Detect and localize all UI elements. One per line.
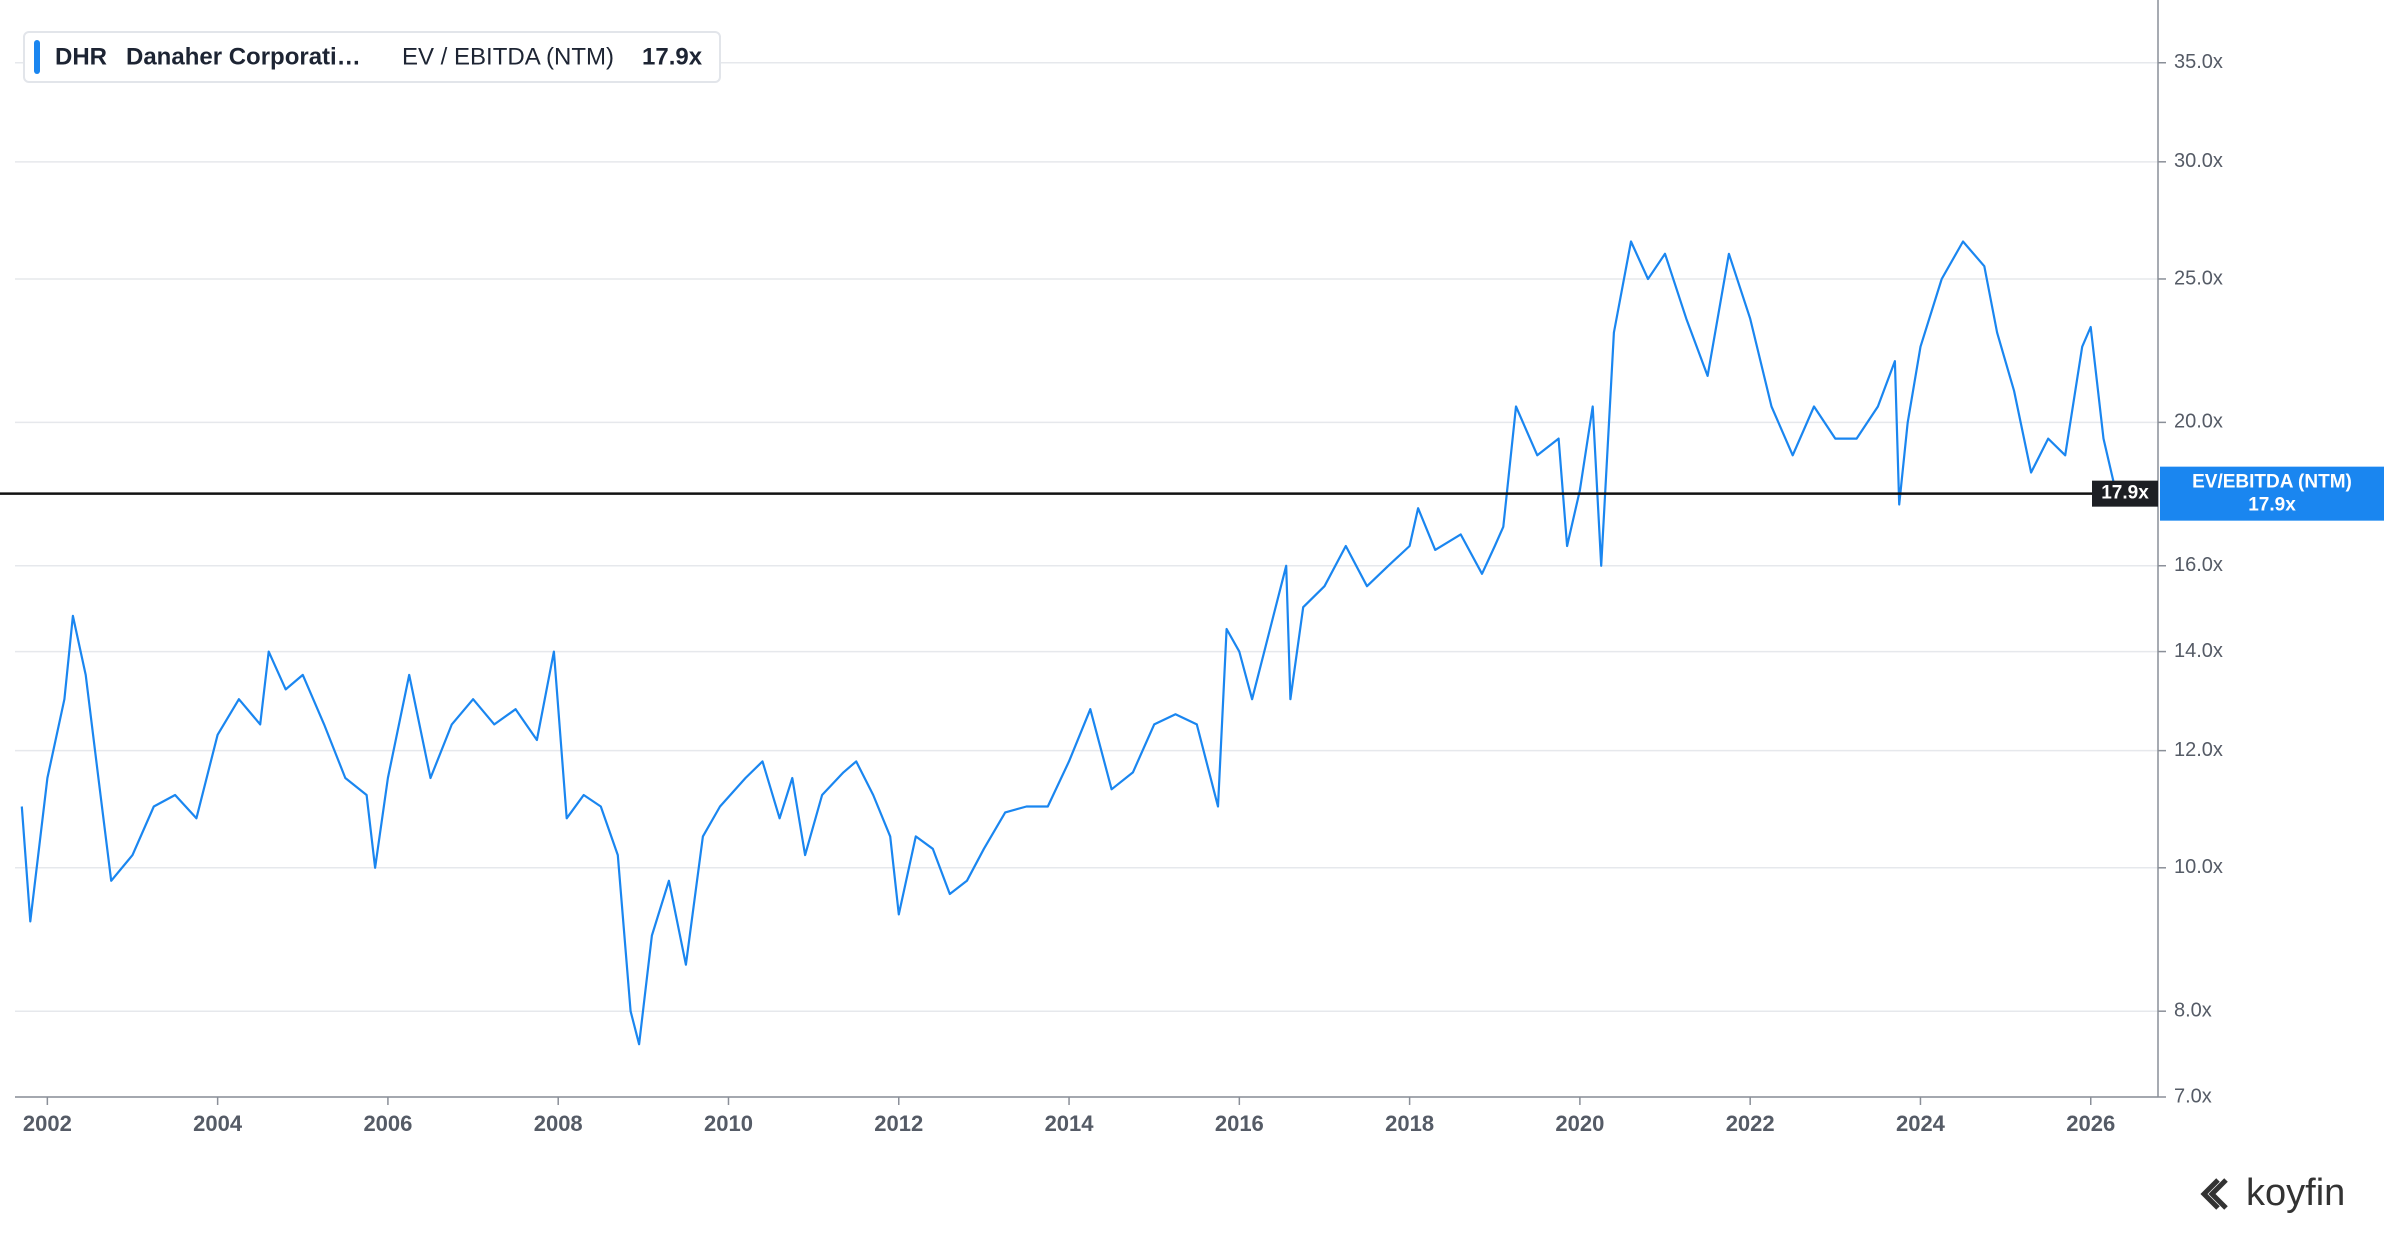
watermark-icon xyxy=(2200,1178,2228,1210)
y-tick-label: 10.0x xyxy=(2174,856,2223,878)
y-tick-label: 16.0x xyxy=(2174,554,2223,576)
value-badge xyxy=(2160,466,2384,521)
x-tick-label: 2016 xyxy=(1215,1111,1264,1136)
legend-series: EV / EBITDA (NTM) xyxy=(402,43,614,70)
series-line xyxy=(20,240,2118,1046)
x-tick-label: 2002 xyxy=(23,1111,72,1136)
y-tick-label: 30.0x xyxy=(2174,150,2223,172)
y-tick-label: 25.0x xyxy=(2174,267,2223,289)
x-tick-label: 2012 xyxy=(874,1111,923,1136)
x-tick-label: 2010 xyxy=(704,1111,753,1136)
y-tick-label: 8.0x xyxy=(2174,999,2212,1021)
legend-ticker: DHR xyxy=(55,43,107,70)
y-tick-label: 14.0x xyxy=(2174,640,2223,662)
value-badge-title: EV/EBITDA (NTM) xyxy=(2192,472,2352,493)
reference-tag xyxy=(2092,480,2158,507)
legend-value: 17.9x xyxy=(642,43,703,70)
legend-company: Danaher Corporati… xyxy=(126,43,361,70)
x-tick-label: 2008 xyxy=(534,1111,583,1136)
legend-swatch xyxy=(34,40,40,74)
x-tick-label: 2020 xyxy=(1555,1111,1604,1136)
x-tick-label: 2026 xyxy=(2066,1111,2115,1136)
x-tick-label: 2004 xyxy=(193,1111,243,1136)
legend: DHR Danaher Corporati… EV / EBITDA (NTM)… xyxy=(23,31,721,83)
legend-box xyxy=(23,31,721,83)
reference-tag-label: 17.9x xyxy=(2101,483,2149,504)
watermark-text: koyfin xyxy=(2246,1172,2345,1214)
x-tick-label: 2022 xyxy=(1726,1111,1775,1136)
x-tick-label: 2006 xyxy=(363,1111,412,1136)
value-badge-value: 17.9x xyxy=(2248,495,2296,516)
y-tick-label: 20.0x xyxy=(2174,411,2223,433)
x-tick-label: 2024 xyxy=(1896,1111,1946,1136)
y-tick-label: 7.0x xyxy=(2174,1085,2212,1107)
y-tick-label: 12.0x xyxy=(2174,739,2223,761)
x-tick-label: 2018 xyxy=(1385,1111,1434,1136)
watermark: koyfin xyxy=(2200,1172,2345,1214)
x-tick-label: 2014 xyxy=(1045,1111,1095,1136)
y-tick-label: 35.0x xyxy=(2174,51,2223,73)
